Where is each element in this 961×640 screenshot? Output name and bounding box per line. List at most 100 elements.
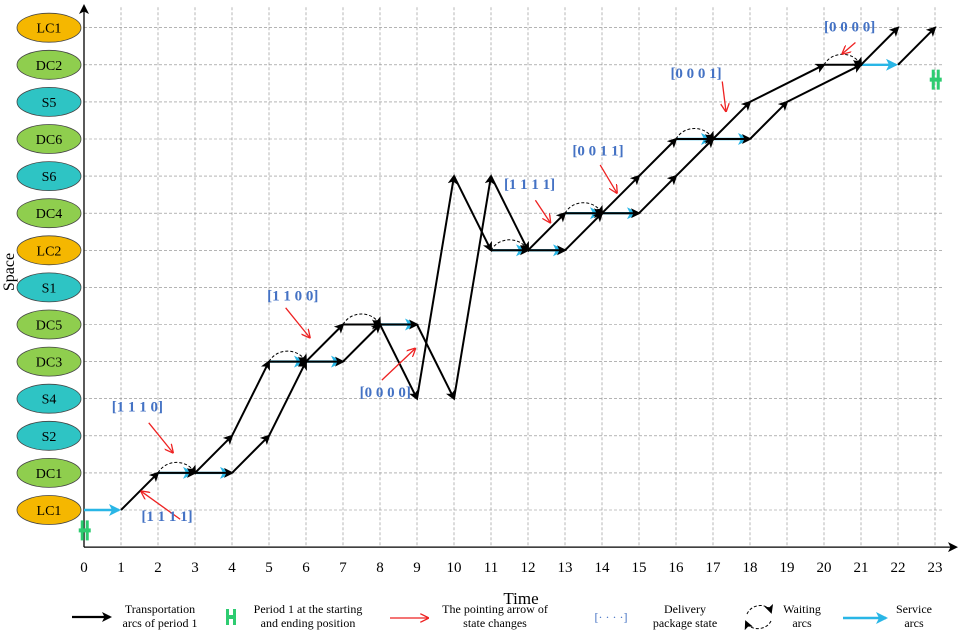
legend-text: Service <box>896 602 932 616</box>
transport-arc <box>638 174 678 214</box>
state-change-pointer <box>148 422 173 453</box>
delivery-state-label: [1 1 1 1] <box>141 509 192 525</box>
node-label: DC3 <box>36 356 62 371</box>
legend-state-symbol: [· · · ·] <box>595 610 628 624</box>
y-axis-title: Space <box>1 253 18 291</box>
delivery-state-label: [1 1 0 0] <box>267 288 318 304</box>
x-tick-label: 19 <box>780 560 795 576</box>
node-ellipse-lc1 <box>16 12 82 43</box>
transport-arc <box>860 26 900 66</box>
axes <box>79 4 958 553</box>
node-ellipse-dc5 <box>16 309 82 340</box>
node-label: DC4 <box>36 207 62 222</box>
x-axis-title: Time <box>503 589 538 608</box>
node-ellipse-dc2 <box>16 49 82 80</box>
node-label: S2 <box>42 430 57 445</box>
x-tick-label: 9 <box>413 560 421 576</box>
x-tick-labels: 0 1 2 3 4 5 6 7 8 9 10 11 12 13 14 15 16 17 18 19 20 21 22 23 <box>80 560 942 576</box>
period-markers <box>78 69 942 541</box>
transport-arc <box>749 63 826 103</box>
transport-arc <box>120 471 160 511</box>
node-label: LC1 <box>37 504 62 519</box>
x-tick-label: 10 <box>447 560 462 576</box>
node-label: DC5 <box>36 319 62 334</box>
node-ellipse-lc1 <box>16 495 82 525</box>
legend-waiting-arc-icon <box>746 603 774 615</box>
legend-text: arcs of period 1 <box>123 616 198 630</box>
legend-text: The pointing arrow of <box>442 602 548 616</box>
transport-arc <box>231 434 271 474</box>
transport-arc <box>675 137 715 177</box>
node-label: DC6 <box>36 133 62 148</box>
x-tick-label: 11 <box>484 560 498 576</box>
waiting-arcs <box>157 53 862 475</box>
node-ellipse-s2 <box>16 420 82 451</box>
transport-arc <box>453 175 492 253</box>
legend-text: arcs <box>904 616 924 630</box>
transport-arc <box>527 211 567 252</box>
node-label: LC1 <box>37 22 62 37</box>
state-change-pointer <box>381 349 415 381</box>
delivery-state-label: [0 0 0 0] <box>360 385 411 401</box>
state-change-pointer <box>285 307 310 338</box>
transport-arc <box>601 174 641 214</box>
waiting-arc <box>342 313 381 327</box>
x-tick-label: 22 <box>891 560 906 576</box>
transport-arc <box>379 324 418 401</box>
transport-arc <box>268 359 307 437</box>
state-change-pointer <box>141 491 181 520</box>
waiting-arc <box>490 239 529 253</box>
delivery-state-labels: [1 1 1 1] [1 1 1 0] [1 1 0 0] [0 0 0 0] [1 1… <box>112 19 876 525</box>
node-label: DC2 <box>36 59 62 74</box>
waiting-arc <box>675 128 714 141</box>
node-ellipse-s1 <box>16 272 82 303</box>
node-label: S1 <box>42 281 57 296</box>
transport-arc <box>897 26 937 66</box>
x-tick-label: 1 <box>117 560 125 576</box>
x-tick-label: 15 <box>632 560 647 576</box>
transport-arc <box>638 137 678 177</box>
x-tick-label: 17 <box>706 560 722 576</box>
transport-arc <box>712 100 752 140</box>
x-tick-label: 16 <box>669 560 685 576</box>
node-label: S4 <box>42 393 57 408</box>
transport-arcs <box>120 26 937 511</box>
node-ellipse-dc4 <box>16 198 82 229</box>
grid <box>84 7 943 548</box>
node-ellipse-dc6 <box>16 124 82 154</box>
legend-text: arcs <box>792 616 812 630</box>
transport-arc <box>416 174 458 399</box>
x-tick-label: 12 <box>521 560 536 576</box>
x-tick-label: 2 <box>154 560 162 576</box>
node-label: S5 <box>42 96 57 111</box>
x-tick-label: 21 <box>854 560 869 576</box>
x-tick-label: 20 <box>817 560 832 576</box>
legend-text: Delivery <box>664 602 706 616</box>
x-tick-label: 0 <box>80 560 88 576</box>
x-tick-label: 23 <box>928 560 943 576</box>
state-change-pointers <box>141 42 856 520</box>
legend-text: package state <box>653 616 717 630</box>
x-tick-label: 8 <box>376 560 384 576</box>
delivery-state-label: [0 0 0 0] <box>824 19 875 35</box>
transport-arc <box>564 211 604 252</box>
transport-arc <box>749 100 789 140</box>
space-node-labels: LC1 DC1 S2 S4 DC3 DC5 S1 LC2 DC4 S6 DC6 S5 DC2 LC1 <box>16 12 82 525</box>
x-tick-label: 7 <box>339 560 347 576</box>
period-marker-icon <box>78 520 91 541</box>
transport-arc <box>490 175 529 253</box>
delivery-state-label: [1 1 1 1] <box>504 177 555 193</box>
waiting-arc <box>157 461 196 475</box>
transport-arc <box>416 324 455 401</box>
legend-text: state changes <box>463 616 527 630</box>
x-tick-label: 3 <box>191 560 199 576</box>
x-tick-label: 6 <box>302 560 310 576</box>
legend-text: and ending position <box>261 616 356 630</box>
node-ellipse-s5 <box>16 87 82 117</box>
transport-arc <box>231 359 270 437</box>
x-tick-label: 4 <box>228 560 236 576</box>
period-marker-icon <box>929 69 942 90</box>
waiting-arc <box>823 53 862 67</box>
